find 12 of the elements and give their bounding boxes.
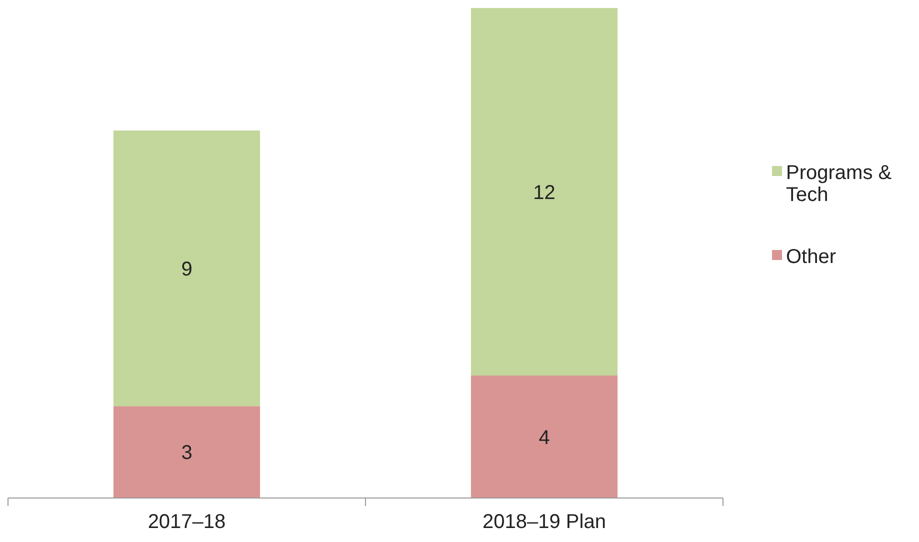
legend-label: Other [786,246,836,268]
bar [113,130,260,406]
legend-label: Programs & Tech [786,162,892,206]
x-tick-label: 2018–19 Plan [482,511,606,533]
data-label: 12 [533,182,556,204]
data-label: 9 [181,258,192,280]
bar [113,406,260,498]
x-tick-label: 2017–18 [148,511,226,533]
data-label: 4 [538,426,550,449]
data-label: 3 [181,442,192,464]
bar [470,376,618,498]
bar [470,8,618,376]
